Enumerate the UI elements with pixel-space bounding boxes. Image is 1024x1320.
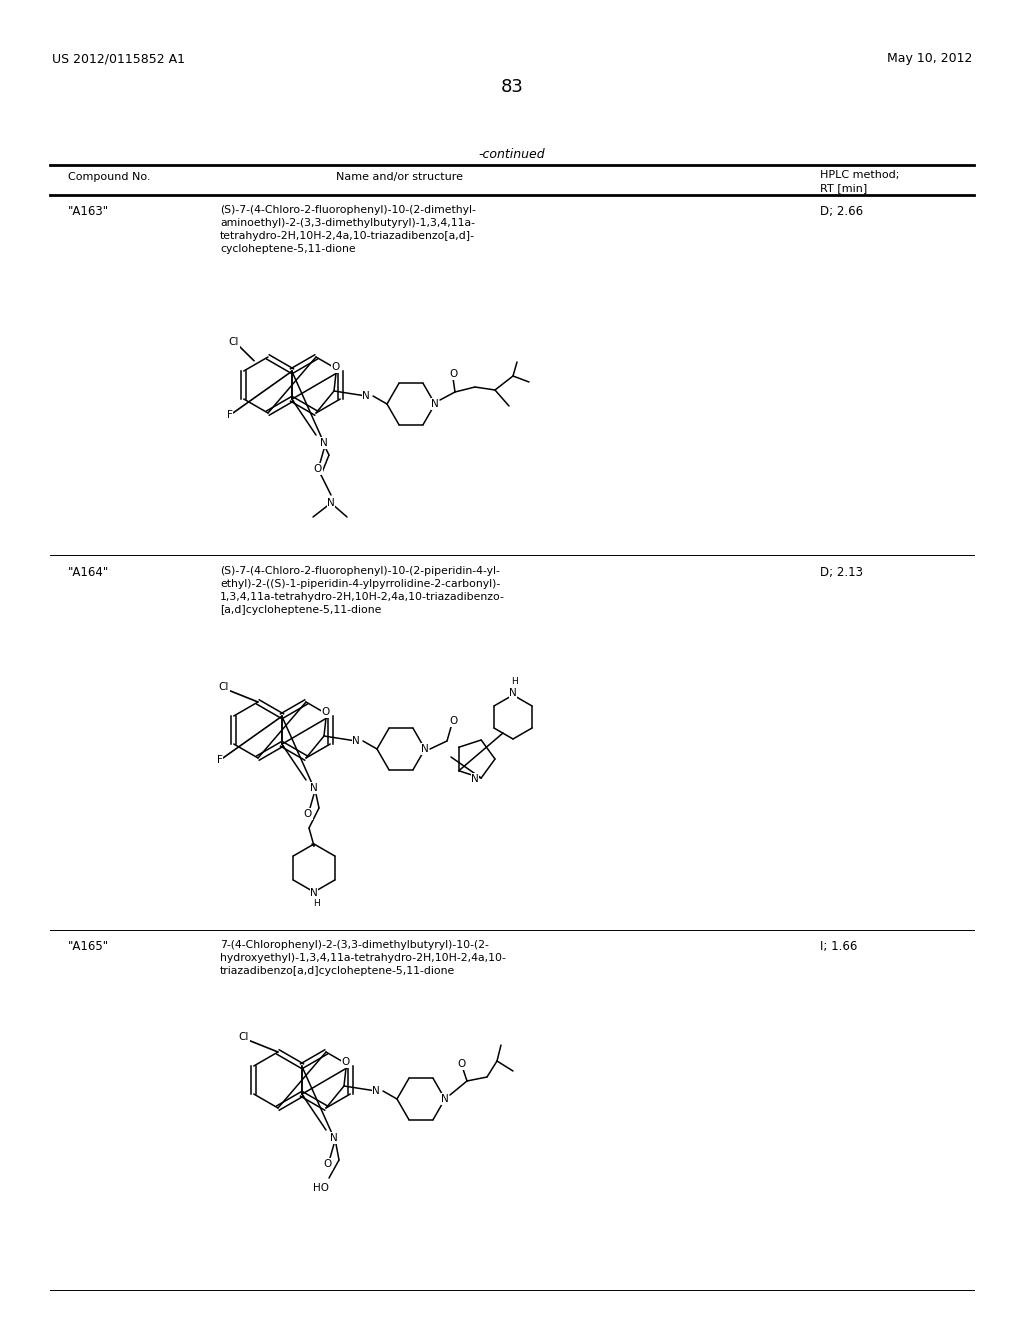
Text: May 10, 2012: May 10, 2012 [887, 51, 972, 65]
Text: ethyl)-2-((S)-1-piperidin-4-ylpyrrolidine-2-carbonyl)-: ethyl)-2-((S)-1-piperidin-4-ylpyrrolidin… [220, 579, 501, 589]
Text: N: N [431, 399, 439, 409]
Text: -continued: -continued [478, 148, 546, 161]
Text: US 2012/0115852 A1: US 2012/0115852 A1 [52, 51, 185, 65]
Text: O: O [324, 1159, 332, 1170]
Text: N: N [441, 1094, 449, 1104]
Text: Compound No.: Compound No. [68, 172, 151, 182]
Text: RT [min]: RT [min] [820, 183, 867, 193]
Text: N: N [471, 774, 479, 784]
Text: O: O [304, 809, 312, 818]
Text: HO: HO [313, 1183, 329, 1193]
Text: (S)-7-(4-Chloro-2-fluorophenyl)-10-(2-dimethyl-: (S)-7-(4-Chloro-2-fluorophenyl)-10-(2-di… [220, 205, 476, 215]
Text: O: O [314, 465, 323, 474]
Text: N: N [362, 391, 370, 401]
Text: [a,d]cycloheptene-5,11-dione: [a,d]cycloheptene-5,11-dione [220, 605, 381, 615]
Text: N: N [327, 498, 335, 508]
Text: Name and/or structure: Name and/or structure [337, 172, 464, 182]
Text: N: N [310, 888, 317, 898]
Text: HPLC method;: HPLC method; [820, 170, 899, 180]
Text: I; 1.66: I; 1.66 [820, 940, 857, 953]
Text: cycloheptene-5,11-dione: cycloheptene-5,11-dione [220, 244, 355, 253]
Text: O: O [457, 1059, 465, 1069]
Text: 7-(4-Chlorophenyl)-2-(3,3-dimethylbutyryl)-10-(2-: 7-(4-Chlorophenyl)-2-(3,3-dimethylbutyry… [220, 940, 488, 950]
Text: N: N [372, 1086, 380, 1096]
Text: F: F [217, 755, 223, 766]
Text: Cl: Cl [228, 337, 240, 347]
Text: Cl: Cl [219, 682, 229, 692]
Text: O: O [332, 362, 340, 372]
Text: O: O [449, 370, 457, 379]
Text: O: O [342, 1057, 350, 1067]
Text: D; 2.13: D; 2.13 [820, 566, 863, 579]
Text: O: O [322, 708, 330, 717]
Text: (S)-7-(4-Chloro-2-fluorophenyl)-10-(2-piperidin-4-yl-: (S)-7-(4-Chloro-2-fluorophenyl)-10-(2-pi… [220, 566, 500, 576]
Text: F: F [227, 411, 232, 420]
Text: tetrahydro-2H,10H-2,4a,10-triazadibenzo[a,d]-: tetrahydro-2H,10H-2,4a,10-triazadibenzo[… [220, 231, 475, 242]
Text: H: H [512, 677, 518, 686]
Text: "A165": "A165" [68, 940, 110, 953]
Text: D; 2.66: D; 2.66 [820, 205, 863, 218]
Text: 83: 83 [501, 78, 523, 96]
Text: N: N [509, 688, 517, 698]
Text: aminoethyl)-2-(3,3-dimethylbutyryl)-1,3,4,11a-: aminoethyl)-2-(3,3-dimethylbutyryl)-1,3,… [220, 218, 475, 228]
Text: 1,3,4,11a-tetrahydro-2H,10H-2,4a,10-triazadibenzo-: 1,3,4,11a-tetrahydro-2H,10H-2,4a,10-tria… [220, 591, 505, 602]
Text: "A164": "A164" [68, 566, 110, 579]
Text: N: N [352, 737, 359, 746]
Text: Cl: Cl [239, 1032, 249, 1041]
Text: N: N [310, 783, 317, 793]
Text: N: N [321, 438, 328, 447]
Text: H: H [312, 899, 319, 908]
Text: "A163": "A163" [68, 205, 110, 218]
Text: triazadibenzo[a,d]cycloheptene-5,11-dione: triazadibenzo[a,d]cycloheptene-5,11-dion… [220, 966, 456, 975]
Text: N: N [330, 1133, 338, 1143]
Text: N: N [421, 744, 429, 754]
Text: O: O [449, 715, 457, 726]
Text: hydroxyethyl)-1,3,4,11a-tetrahydro-2H,10H-2,4a,10-: hydroxyethyl)-1,3,4,11a-tetrahydro-2H,10… [220, 953, 506, 964]
